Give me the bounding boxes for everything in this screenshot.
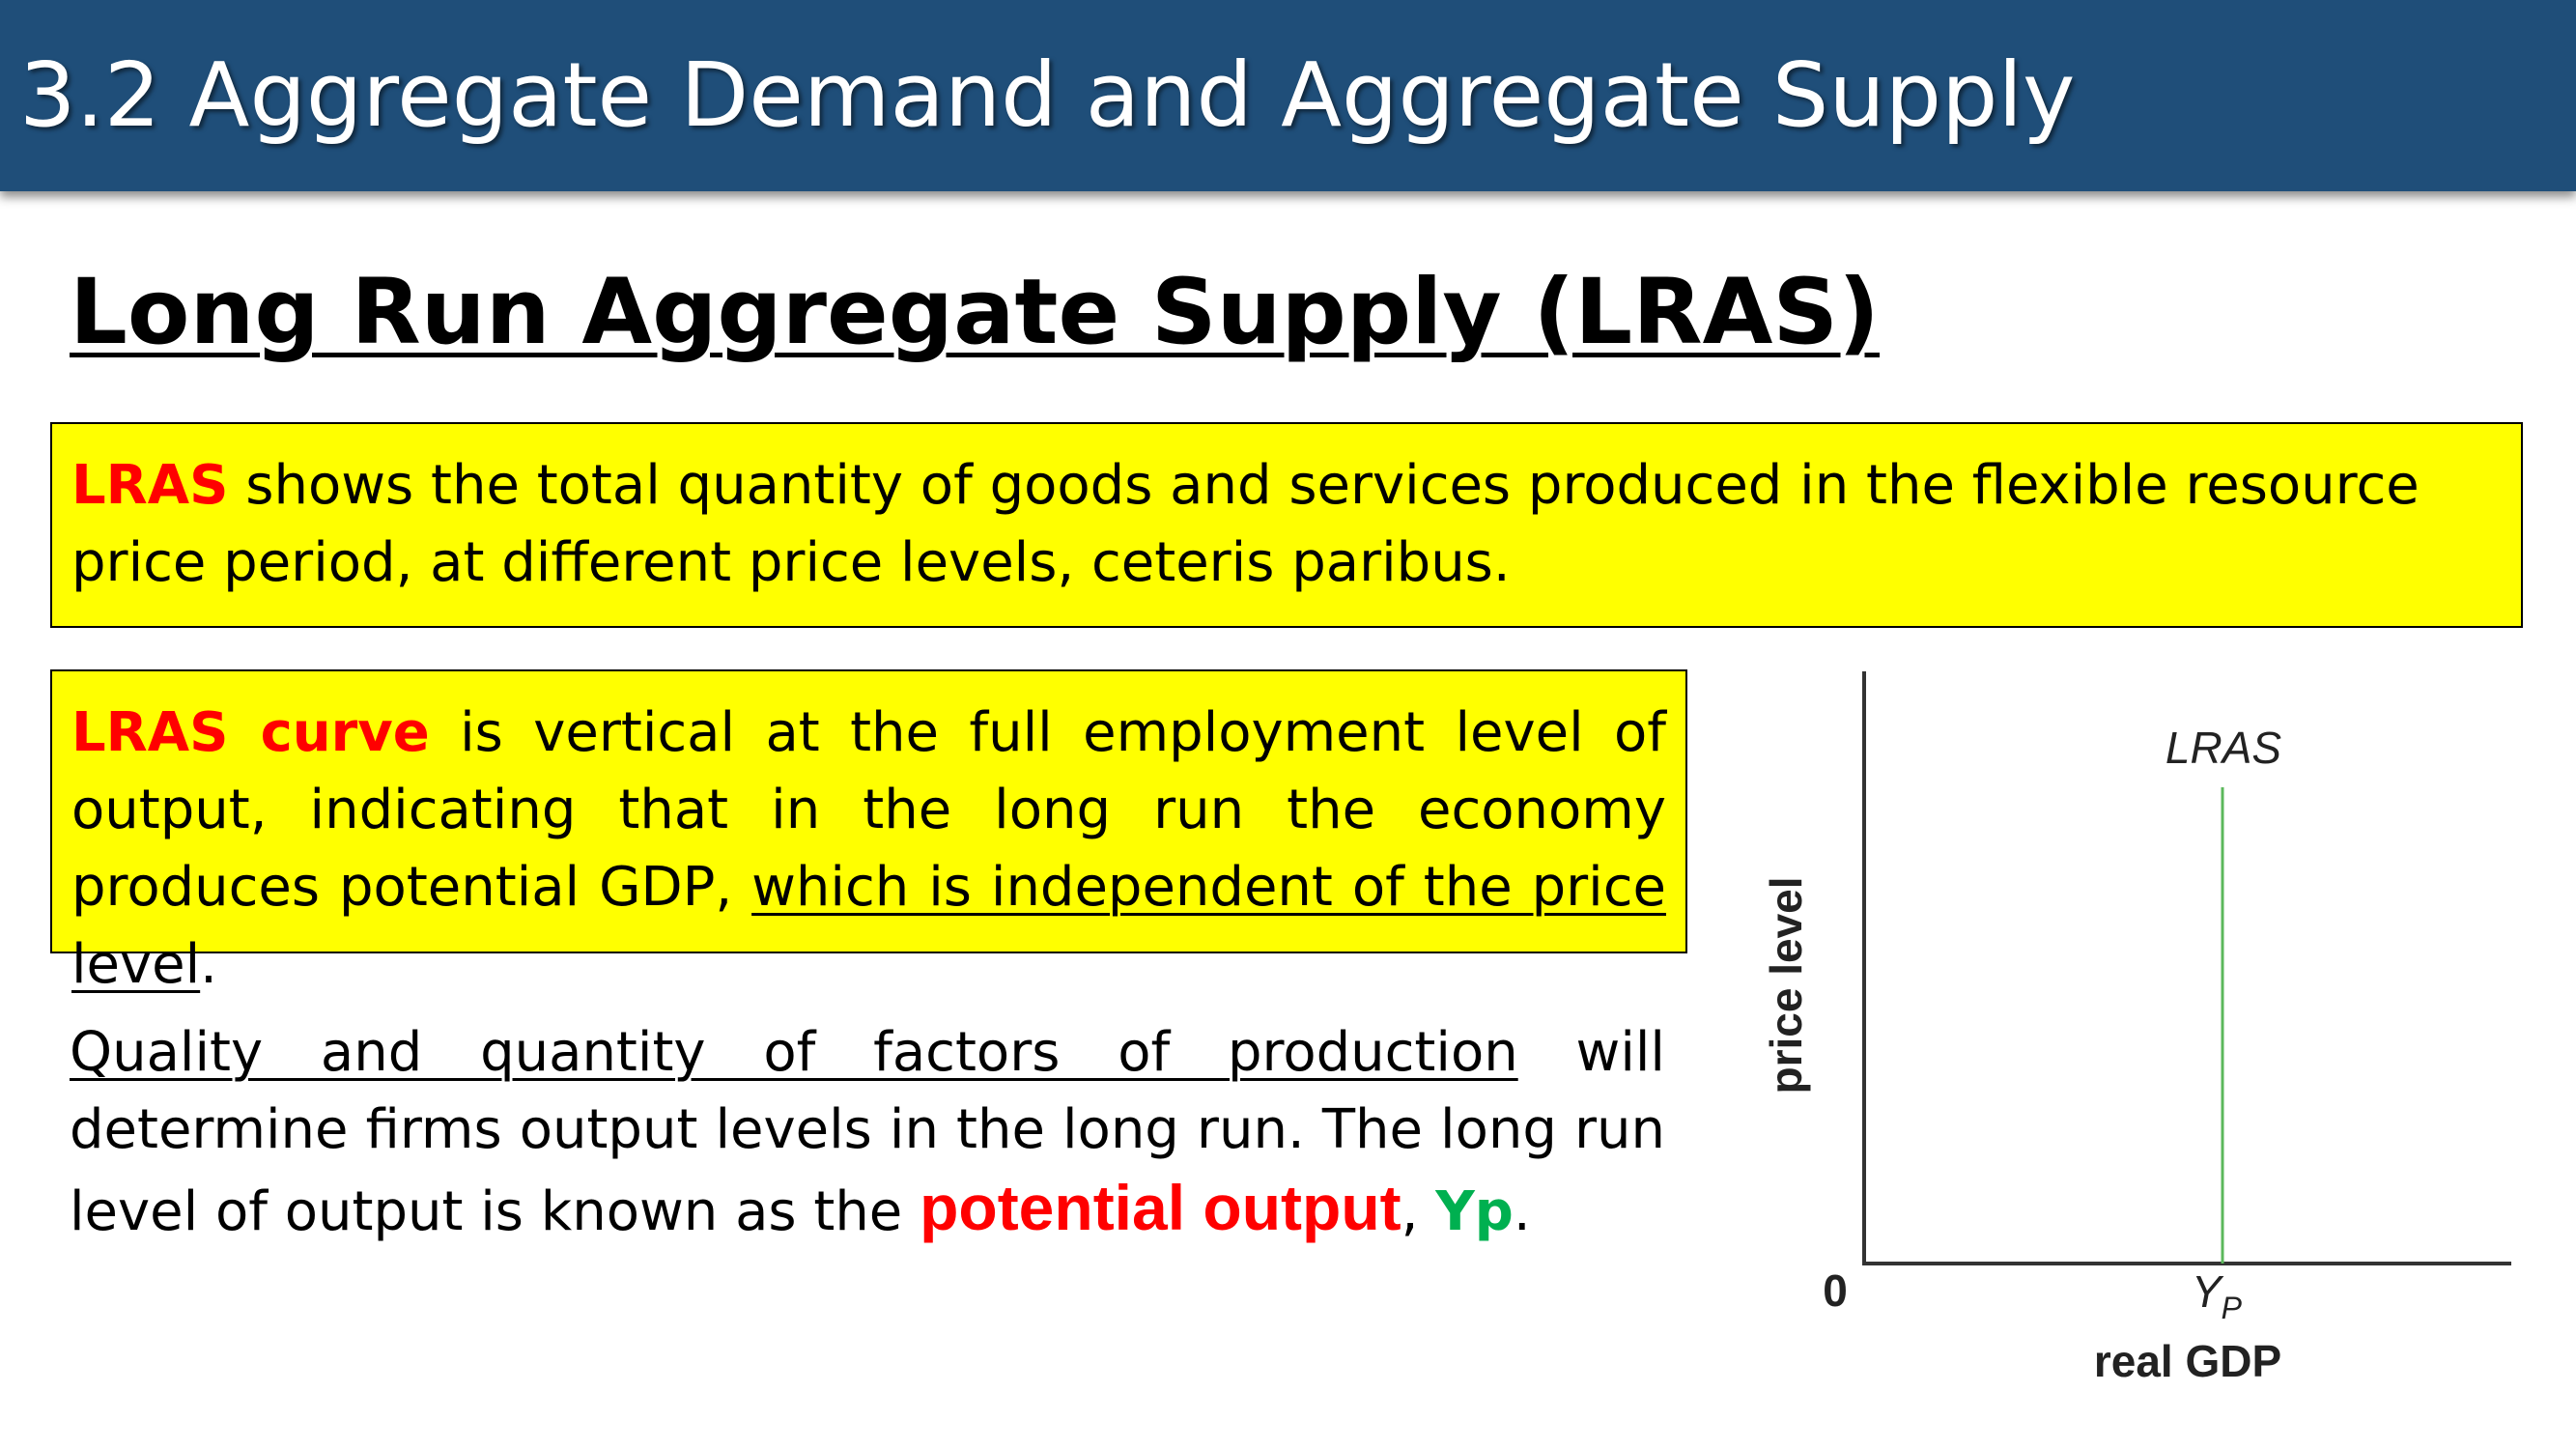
paragraph-period: . (1513, 1180, 1531, 1243)
y-axis-label: price level (1763, 876, 1811, 1094)
curve-underlined-text: which is independent of the price level (71, 856, 1666, 996)
curve-text-end: . (200, 933, 217, 996)
lras-curve-label: LRAS (2166, 723, 2281, 773)
definition-text: shows the total quantity of goods and se… (71, 454, 2420, 594)
paragraph-text: will determine firms output levels in th… (70, 1021, 1665, 1243)
lras-chart: LRAS price level 0 YP real GDP (1763, 671, 2511, 1386)
origin-label: 0 (1823, 1265, 1848, 1316)
x-tick-main: Y (2192, 1266, 2224, 1317)
yp-symbol: Yp (1435, 1180, 1514, 1243)
slide-title: 3.2 Aggregate Demand and Aggregate Suppl… (19, 43, 2076, 147)
curve-box: LRAS curve is vertical at the full emplo… (50, 669, 1687, 996)
explanation-paragraph: Quality and quantity of factors of produ… (70, 1014, 1665, 1251)
title-bar: 3.2 Aggregate Demand and Aggregate Suppl… (0, 0, 2576, 191)
section-heading: Long Run Aggregate Supply (LRAS) (70, 260, 1880, 365)
x-axis-label: real GDP (2094, 1336, 2281, 1386)
potential-output-term: potential output (920, 1172, 1401, 1243)
definition-box: LRAS shows the total quantity of goods a… (50, 422, 2523, 628)
x-tick-label: YP (2192, 1266, 2243, 1325)
curve-text: is vertical at the full employment level… (71, 701, 1666, 919)
term-lras-curve: LRAS curve (71, 701, 430, 764)
factors-underlined-text: Quality and quantity of factors of produ… (70, 1021, 1518, 1084)
paragraph-comma: , (1401, 1180, 1436, 1243)
x-tick-subscript: P (2222, 1291, 2243, 1325)
term-lras: LRAS (71, 454, 229, 517)
